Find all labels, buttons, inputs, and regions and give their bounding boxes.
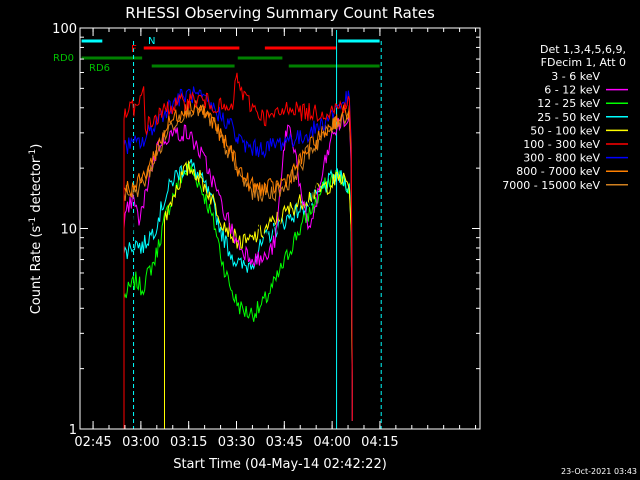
legend: Det 1,3,4,5,6,9,FDecim 1, Att 03 - 6 keV… (502, 43, 628, 192)
series-line-1 (123, 114, 353, 429)
flag-label-rd0: RD0 (53, 53, 74, 64)
series-line-8 (123, 100, 353, 429)
y-tick-label-1: 10 (60, 223, 77, 238)
x-tick-label-6: 04:15 (361, 435, 398, 450)
chart-title: RHESSI Observing Summary Count Rates (125, 4, 435, 22)
legend-entry-5: 100 - 300 keV (523, 138, 600, 151)
x-tick-label-3: 03:30 (218, 435, 255, 450)
legend-entry-2: 12 - 25 keV (537, 97, 600, 110)
footer-timestamp: 23-Oct-2021 03:43 (561, 467, 637, 476)
flag-label-f: F (131, 44, 137, 55)
x-tick-label-5: 04:00 (313, 435, 350, 450)
flags-layer (81, 39, 380, 68)
x-tick-label-0: 02:45 (74, 435, 111, 450)
legend-entry-6: 300 - 800 keV (523, 152, 600, 165)
series-line-3 (123, 159, 353, 429)
flag-label-rd6: RD6 (89, 63, 110, 74)
series-line-4 (164, 160, 353, 429)
x-axis-label: Start Time (04-May-14 02:42:22) (173, 457, 387, 472)
legend-entry-4: 50 - 100 keV (530, 124, 600, 137)
series-line-7 (123, 100, 353, 429)
series-line-6 (123, 86, 353, 429)
y-tick-label-2: 100 (52, 22, 77, 37)
series-layer (123, 72, 353, 429)
legend-header-line-1: FDecim 1, Att 0 (541, 56, 626, 69)
legend-entry-1: 6 - 12 keV (544, 84, 600, 97)
x-tick-label-1: 03:00 (122, 435, 159, 450)
legend-entry-8: 7000 - 15000 keV (502, 179, 600, 192)
legend-entry-7: 800 - 7000 keV (516, 165, 600, 178)
flag-label-n: N (148, 36, 155, 47)
x-tick-label-4: 03:45 (266, 435, 303, 450)
x-tick-label-2: 03:15 (170, 435, 207, 450)
legend-header-line-0: Det 1,3,4,5,6,9, (540, 43, 626, 56)
y-axis-label: Count Rate (s-1 detector-1) (28, 144, 44, 315)
legend-entry-0: 3 - 6 keV (551, 70, 600, 83)
legend-entry-3: 25 - 50 keV (537, 111, 600, 124)
axis-ticks: 02:45 03:00 03:15 03:30 03:45 04:00 04:15 1 10 10… (52, 22, 480, 450)
y-tick-label-0: 1 (69, 423, 77, 438)
series-line-5 (123, 72, 353, 429)
